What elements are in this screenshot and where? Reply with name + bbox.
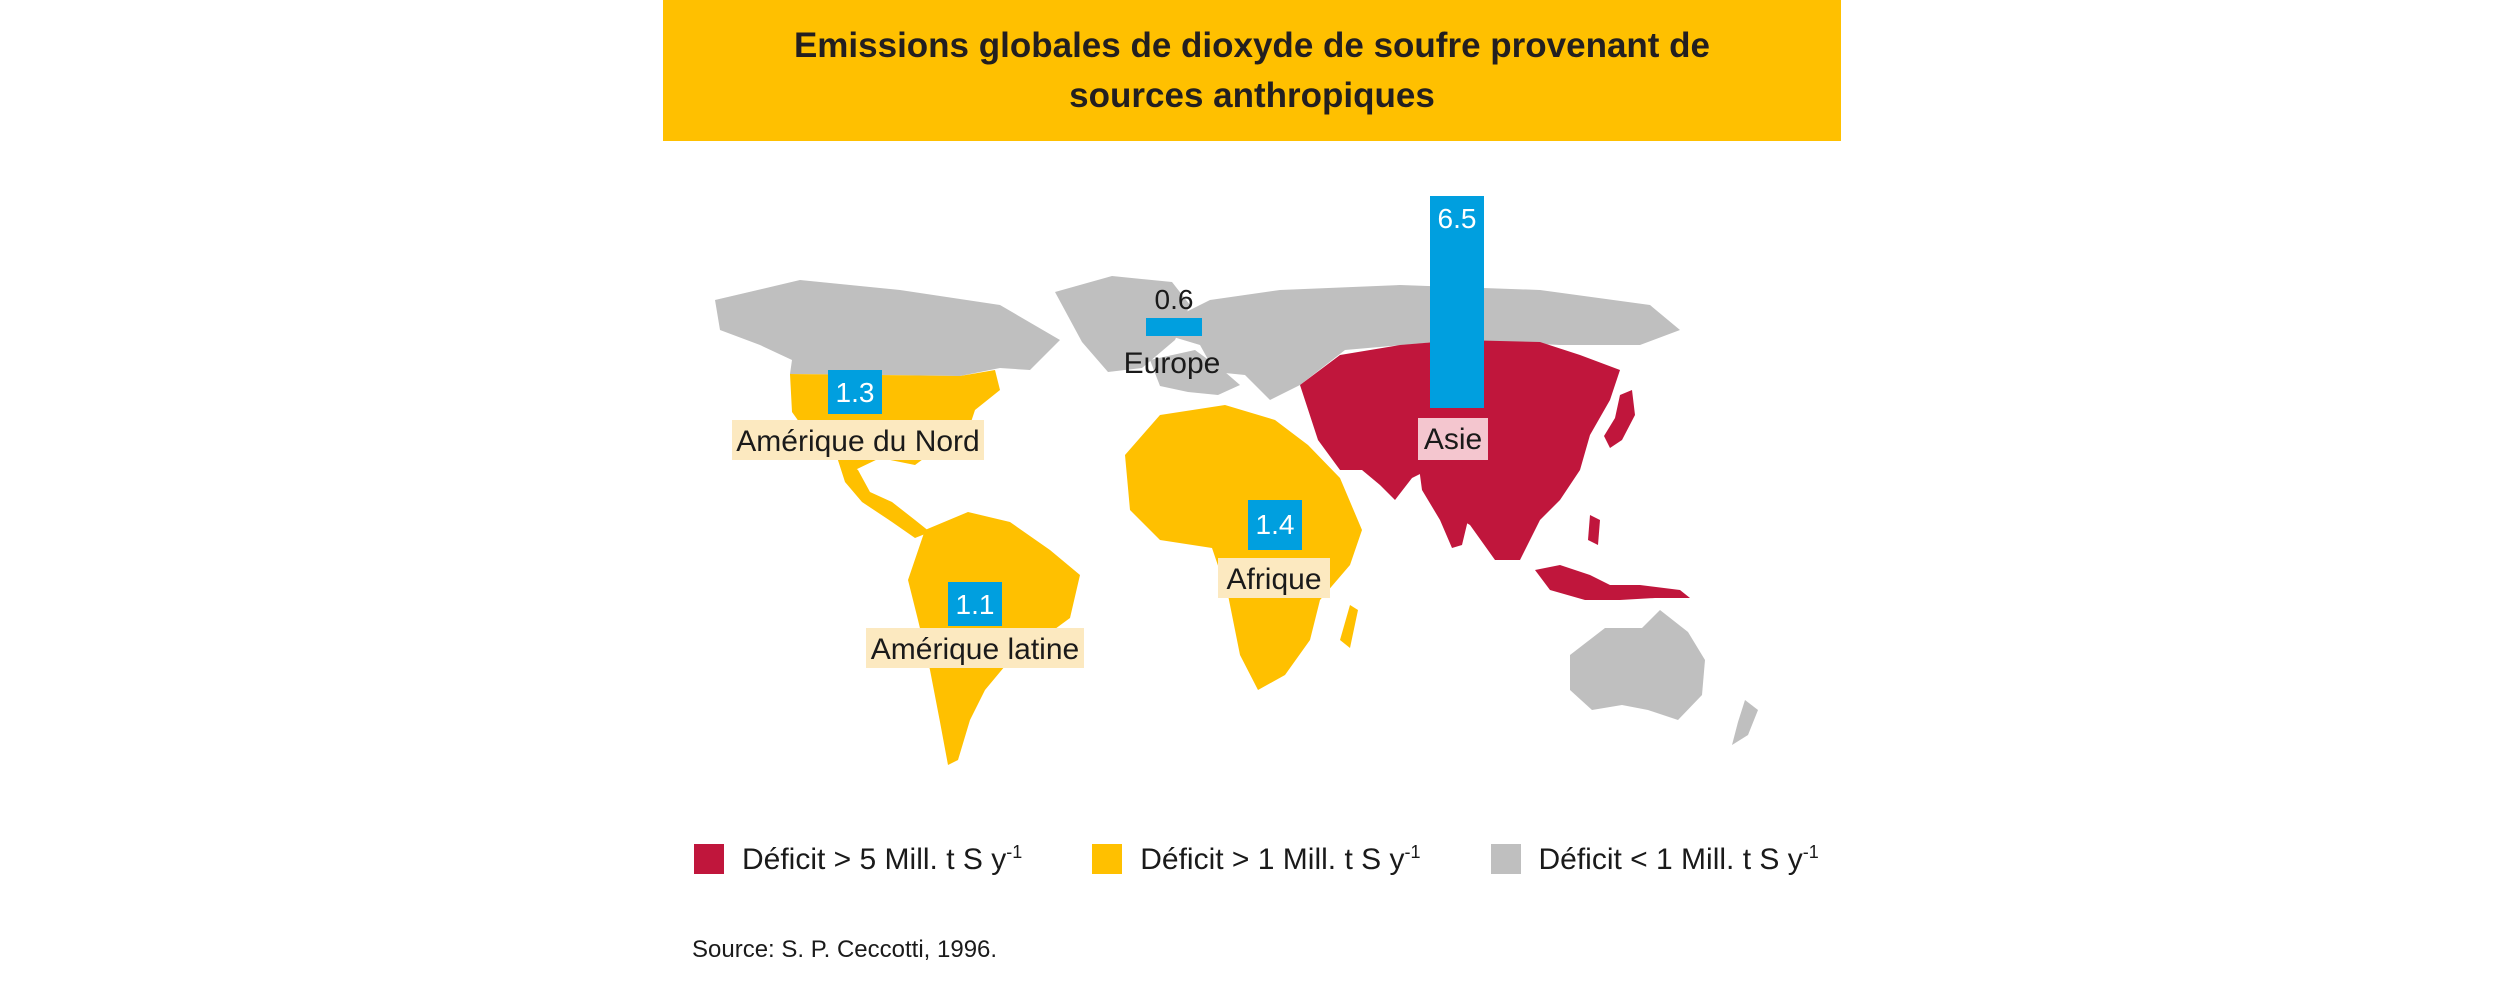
value-asia: 6.5 bbox=[1438, 203, 1477, 234]
legend: Déficit > 5 Mill. t S y-1 Déficit > 1 Mi… bbox=[694, 838, 1834, 880]
legend-item-medium: Déficit > 1 Mill. t S y-1 bbox=[1092, 842, 1421, 877]
source-citation: Source: S. P. Ceccotti, 1996. bbox=[692, 936, 998, 963]
high-deficit-areas bbox=[1300, 340, 1690, 600]
region-name-africa: Afrique bbox=[1226, 563, 1321, 596]
label-bg-africa bbox=[1218, 558, 1330, 598]
label-bg-north-america bbox=[732, 420, 984, 460]
region-name-north-america: Amérique du Nord bbox=[736, 425, 979, 458]
japan-shape bbox=[1604, 390, 1635, 448]
australia-shape bbox=[1570, 610, 1705, 720]
bar-asia bbox=[1430, 196, 1484, 408]
region-label-backgrounds bbox=[732, 420, 1330, 668]
value-latin-america: 1.1 bbox=[956, 589, 995, 620]
legend-superscript-low: -1 bbox=[1802, 841, 1819, 862]
legend-text-low: Déficit < 1 Mill. t S y bbox=[1538, 842, 1803, 876]
legend-item-low: Déficit < 1 Mill. t S y-1 bbox=[1490, 842, 1819, 877]
value-africa: 1.4 bbox=[1256, 509, 1295, 540]
label-bg-latin-america bbox=[866, 628, 1084, 668]
region-name-europe: Europe bbox=[1124, 347, 1221, 380]
bar-africa bbox=[1248, 500, 1302, 550]
philippines-shape bbox=[1588, 515, 1600, 545]
legend-swatch-high bbox=[694, 844, 724, 874]
india-shape bbox=[1418, 460, 1490, 548]
region-name-asia: Asie bbox=[1424, 423, 1482, 456]
map-title: Emissions globales de dioxyde de soufre … bbox=[793, 25, 1711, 115]
label-bg-asia bbox=[1418, 418, 1488, 460]
legend-item-high: Déficit > 5 Mill. t S y-1 bbox=[694, 842, 1022, 877]
europe-west-shape bbox=[1150, 350, 1240, 395]
new-zealand-shape bbox=[1732, 700, 1758, 745]
low-deficit-areas bbox=[715, 276, 1758, 745]
legend-superscript-medium: -1 bbox=[1404, 841, 1421, 862]
value-bars bbox=[828, 196, 1484, 626]
canada-alaska-shape bbox=[715, 280, 1060, 376]
legend-label-medium: Déficit > 1 Mill. t S y-1 bbox=[1140, 842, 1420, 877]
indonesia-shape bbox=[1535, 565, 1690, 600]
africa-shape bbox=[1125, 405, 1362, 690]
bar-north-america bbox=[828, 370, 882, 414]
legend-text-high: Déficit > 5 Mill. t S y bbox=[742, 842, 1007, 876]
madagascar-shape bbox=[1340, 605, 1358, 648]
legend-text-medium: Déficit > 1 Mill. t S y bbox=[1140, 842, 1405, 876]
legend-label-low: Déficit < 1 Mill. t S y-1 bbox=[1539, 842, 1819, 877]
bar-latin-america bbox=[948, 582, 1002, 626]
legend-superscript-high: -1 bbox=[1006, 841, 1023, 862]
value-europe: 0.6 bbox=[1155, 284, 1194, 315]
value-north-america: 1.3 bbox=[836, 377, 875, 408]
europe-russia-shape bbox=[1150, 285, 1680, 400]
central-america-shape bbox=[836, 454, 930, 538]
legend-label-high: Déficit > 5 Mill. t S y-1 bbox=[742, 842, 1022, 877]
title-band: Emissions globales de dioxyde de soufre … bbox=[663, 0, 1841, 141]
bar-europe bbox=[1146, 318, 1202, 336]
legend-swatch-medium bbox=[1092, 844, 1123, 874]
region-name-latin-america: Amérique latine bbox=[871, 633, 1079, 666]
greenland-shape bbox=[1055, 276, 1190, 372]
legend-swatch-low bbox=[1490, 844, 1521, 874]
